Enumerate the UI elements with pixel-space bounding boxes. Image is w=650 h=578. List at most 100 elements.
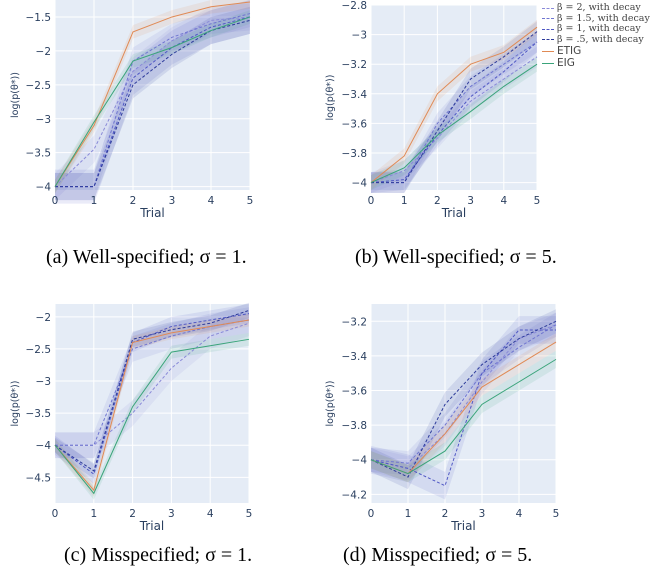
x-tick-label: 4 — [500, 195, 507, 207]
chart-d: 0 1 2 3 4 5 −4.2 −4 −3.8 −3.6 −3.4 −3.2 Trial log(p(θ… — [325, 304, 560, 533]
legend-item-b1: β = 1, with decay — [542, 23, 650, 35]
legend-swatch — [542, 62, 554, 64]
x-axis-label: Trial — [441, 206, 467, 220]
legend-item-b05: β = .5, with decay — [542, 34, 650, 46]
y-tick-label: −3.4 — [342, 89, 368, 101]
series-line-EIG — [370, 358, 557, 475]
legend-label: β = 1, with decay — [557, 23, 641, 34]
y-tick-label: −2.5 — [26, 344, 52, 356]
y-tick-label: −3 — [36, 114, 51, 126]
series-line-ETIG — [370, 26, 538, 183]
band-b1 — [55, 0, 250, 204]
y-tick-label: −4.5 — [26, 472, 52, 484]
x-tick-label: 0 — [368, 508, 375, 520]
y-tick-label: −2.5 — [26, 80, 52, 92]
x-tick-label: 1 — [91, 195, 98, 207]
x-tick-label: 2 — [129, 508, 136, 520]
caption-d: (d) Misspecified; σ = 5. — [343, 544, 533, 566]
band-b2 — [55, 3, 250, 201]
plot-background — [371, 5, 537, 190]
legend-item-b2: β = 2, with decay — [542, 2, 650, 14]
legend: β = 2, with decay β = 1.5, with decay β = … — [542, 2, 650, 69]
legend-label: β = 2, with decay — [557, 2, 641, 13]
band-b1 — [371, 316, 556, 500]
y-tick-label: −3.2 — [342, 59, 368, 71]
legend-swatch — [542, 7, 554, 9]
x-tick-label: 5 — [534, 195, 541, 207]
legend-label: ETIG — [557, 45, 582, 57]
y-axis-label: log(p(θ*)) — [325, 381, 336, 427]
band-b05 — [55, 6, 250, 201]
x-tick-label: 0 — [368, 195, 375, 207]
x-tick-label: 2 — [130, 195, 137, 207]
x-tick-label: 1 — [401, 195, 408, 207]
series-line-b15 — [370, 324, 557, 464]
plot-background — [371, 304, 556, 503]
y-tick-label: −3.8 — [342, 420, 368, 432]
legend-swatch — [542, 28, 554, 30]
series-line-b1 — [370, 329, 556, 487]
x-axis-label: Trial — [450, 519, 476, 533]
series-line-b05 — [55, 19, 251, 188]
band-b05 — [55, 302, 249, 479]
chart-a: 0 1 2 3 4 5 −4 −3.5 −3 −2.5 −2 −1.5 Trial log(p(θ*)) — [10, 0, 253, 220]
series-line-b1 — [54, 313, 250, 475]
series-line-ETIG — [54, 1, 251, 187]
y-tick-label: −2.8 — [342, 0, 368, 12]
legend-item-ETIG: ETIG — [542, 45, 650, 57]
y-tick-label: −3.2 — [342, 316, 368, 328]
band-b15 — [371, 312, 556, 476]
x-tick-label: 4 — [516, 508, 523, 520]
series-line-b2 — [370, 56, 538, 184]
y-tick-label: −2 — [36, 312, 51, 324]
x-tick-label: 3 — [169, 195, 176, 207]
x-tick-label: 0 — [52, 195, 59, 207]
y-tick-label: −3.6 — [342, 386, 368, 398]
y-axis-label: log(p(θ*)) — [325, 75, 336, 121]
band-b2 — [371, 312, 556, 481]
series-line-EIG — [370, 63, 538, 184]
x-axis-label: Trial — [139, 206, 165, 220]
y-tick-label: −3 — [36, 376, 51, 388]
x-tick-label: 3 — [168, 508, 175, 520]
y-tick-label: −3.5 — [26, 148, 52, 160]
series-line-EIG — [54, 338, 250, 495]
x-tick-label: 3 — [479, 508, 486, 520]
legend-swatch — [542, 39, 554, 41]
y-tick-label: −3.4 — [342, 351, 368, 363]
series-line-ETIG — [54, 319, 250, 492]
caption-a: (a) Well-specified; σ = 1. — [46, 246, 247, 268]
x-tick-label: 3 — [467, 195, 474, 207]
x-tick-label: 5 — [553, 508, 560, 520]
y-axis-label: log(p(θ*)) — [10, 72, 21, 118]
chart-c: 0 1 2 3 4 5 −4.5 −4 −3.5 −3 −2.5 −2 Trial log(p(θ*)) — [10, 302, 252, 533]
band-b15 — [371, 31, 537, 193]
legend-item-EIG: EIG — [542, 57, 650, 69]
y-tick-label: −4 — [36, 182, 52, 194]
band-b05 — [371, 21, 537, 193]
legend-swatch — [542, 50, 554, 52]
x-tick-label: 1 — [405, 508, 412, 520]
series-line-b1 — [370, 41, 538, 184]
y-tick-label: −3.5 — [26, 408, 52, 420]
x-tick-label: 4 — [207, 508, 214, 520]
band-ETIG — [55, 313, 249, 497]
band-EIG — [371, 350, 556, 483]
y-tick-label: −3 — [352, 30, 367, 42]
legend-swatch — [542, 18, 554, 20]
legend-item-b15: β = 1.5, with decay — [542, 13, 650, 25]
x-tick-label: 1 — [90, 508, 97, 520]
x-tick-label: 2 — [442, 508, 449, 520]
band-b15 — [55, 0, 250, 201]
y-tick-label: −2 — [36, 46, 51, 58]
y-tick-label: −4 — [36, 440, 52, 452]
x-axis-label: Trial — [139, 519, 165, 533]
x-tick-label: 2 — [434, 195, 441, 207]
y-tick-label: −1.5 — [26, 12, 52, 24]
chart-b: 0 1 2 3 4 5 −4 −3.8 −3.6 −3.4 −3.2 −3 −2.8 Trial log(p… — [325, 0, 541, 220]
band-b1 — [371, 31, 537, 193]
y-tick-label: −4 — [352, 178, 368, 190]
y-tick-label: −4.2 — [342, 489, 368, 501]
series-line-b05 — [371, 31, 538, 184]
plot-background — [55, 0, 250, 190]
